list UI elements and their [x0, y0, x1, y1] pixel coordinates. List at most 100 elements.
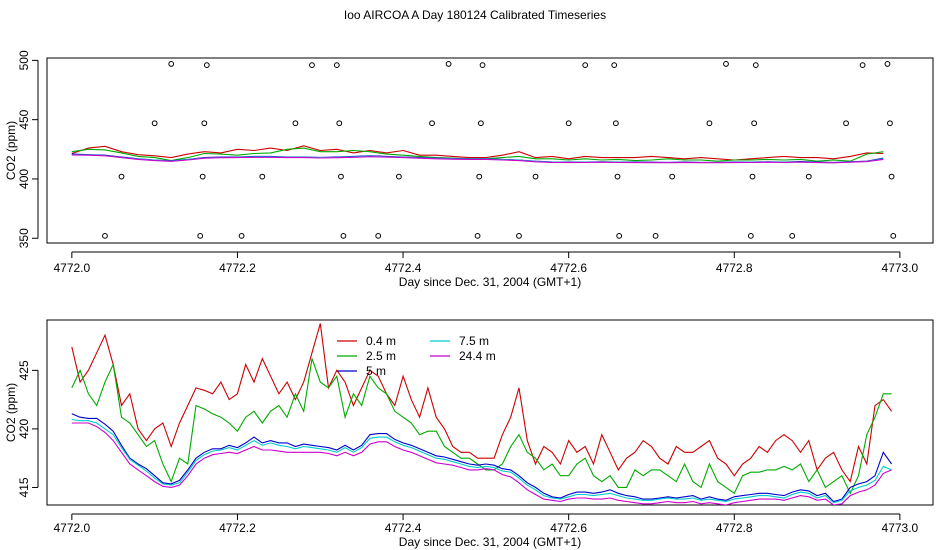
scatter-point — [859, 62, 866, 69]
scatter-point — [201, 120, 208, 127]
scatter-point — [532, 173, 539, 180]
scatter-point — [338, 173, 344, 180]
scatter-point — [616, 232, 623, 239]
x-tick-label: 4772.2 — [219, 521, 256, 535]
x-tick-label: 4772.0 — [53, 261, 90, 275]
scatter-point — [706, 120, 713, 127]
y-axis-label: CO2 (ppm) — [4, 383, 18, 442]
scatter-point — [259, 173, 266, 180]
legend-label: 5 m — [366, 364, 386, 378]
scatter-point — [887, 120, 893, 127]
y-tick-label: 400 — [17, 169, 31, 189]
scatter-point — [118, 173, 125, 180]
scatter-point — [888, 173, 895, 180]
scatter-point — [612, 120, 619, 127]
x-tick-label: 4773.0 — [882, 521, 919, 535]
x-tick-label: 4772.6 — [550, 521, 587, 535]
scatter-point — [805, 173, 812, 180]
series-line-5 — [71, 154, 884, 164]
x-tick-label: 4772.6 — [550, 261, 587, 275]
x-axis-label: Day since Dec. 31, 2004 (GMT+1) — [399, 275, 581, 289]
legend-item: 5 m — [337, 364, 386, 378]
legend-label: 24.4 m — [459, 349, 496, 363]
legend-label: 7.5 m — [459, 334, 489, 348]
scatter-point — [203, 62, 210, 69]
scatter-point — [199, 173, 206, 180]
scatter-point — [890, 232, 897, 239]
y-tick-label: 350 — [17, 228, 31, 248]
legend-label: 2.5 m — [366, 349, 396, 363]
scatter-point — [476, 173, 483, 180]
scatter-point — [309, 62, 315, 69]
scatter-point — [752, 62, 759, 69]
plot-frame — [46, 57, 934, 244]
scatter-point — [340, 232, 347, 239]
y-tick-label: 425 — [17, 360, 31, 380]
x-tick-label: 4772.2 — [219, 261, 256, 275]
scatter-point — [884, 61, 891, 67]
legend-item: 7.5 m — [430, 334, 489, 348]
scatter-point — [375, 232, 382, 239]
legend-item: 0.4 m — [337, 334, 396, 348]
y-tick-label: 450 — [17, 109, 31, 129]
legend: 0.4 m2.5 m5 m 7.5 m24.4 m — [337, 334, 496, 378]
scatter-point — [292, 120, 299, 127]
x-tick-label: 4772.0 — [53, 521, 90, 535]
series-line-5-m — [71, 413, 893, 503]
page-title: Ioo AIRCOA A Day 180124 Calibrated Times… — [343, 8, 607, 22]
y-tick-label: 420 — [17, 419, 31, 439]
x-tick-label: 4772.8 — [716, 261, 753, 275]
scatter-point — [516, 232, 522, 239]
scatter-point — [102, 232, 108, 239]
x-tick-label: 4772.8 — [716, 521, 753, 535]
legend-item: 24.4 m — [430, 349, 496, 363]
scatter-point — [474, 232, 481, 239]
scatter-point — [843, 120, 849, 127]
x-tick-label: 4772.4 — [385, 521, 422, 535]
x-axis-label: Day since Dec. 31, 2004 (GMT+1) — [399, 535, 581, 549]
series-line-1 — [71, 145, 884, 161]
x-tick-label: 4772.4 — [385, 261, 422, 275]
scatter-points — [102, 61, 897, 239]
scatter-point — [477, 120, 484, 127]
y-axis-label: CO2 (ppm) — [4, 121, 18, 180]
series-line-7-5-m — [71, 418, 892, 504]
y-tick-label: 500 — [17, 50, 31, 70]
x-axis: 4772.0 4772.2 4772.4 4772.6 4772.8 4773.0 — [53, 251, 919, 275]
chart-panel-1: 4772.0 4772.2 4772.4 4772.6 4772.8 4773.0 Day … — [4, 50, 934, 289]
scatter-point — [723, 61, 729, 67]
y-axis: 350 400 450 500 — [17, 50, 39, 248]
scatter-point — [747, 232, 754, 239]
scatter-point — [789, 232, 796, 239]
series-line-24-4-m — [71, 422, 892, 505]
scatter-point — [565, 120, 572, 127]
x-axis: 4772.0 4772.2 4772.4 4772.6 4772.8 4773.0 — [53, 513, 919, 535]
scatter-point — [168, 61, 175, 67]
scatter-point — [582, 62, 589, 69]
series-line-2-5-m — [71, 358, 892, 495]
scatter-point — [197, 232, 204, 239]
legend-item: 2.5 m — [337, 349, 396, 363]
legend-label: 0.4 m — [366, 334, 396, 348]
scatter-point — [611, 62, 618, 69]
series-line-0-4-m — [71, 323, 893, 483]
y-tick-label: 415 — [17, 477, 31, 497]
scatter-point — [336, 120, 343, 127]
chart-panel-2: 4772.0 4772.2 4772.4 4772.6 4772.8 4773.0 Day … — [4, 319, 934, 549]
x-tick-label: 4773.0 — [882, 261, 919, 275]
scatter-point — [669, 173, 676, 180]
scatter-point — [238, 232, 245, 239]
scatter-point — [479, 62, 486, 69]
scatter-point — [445, 61, 452, 67]
y-axis: 415 420 425 — [17, 360, 39, 497]
scatter-point — [614, 173, 621, 180]
scatter-point — [333, 62, 340, 69]
scatter-point — [151, 120, 158, 127]
scatter-point — [652, 232, 659, 239]
plot-frame — [46, 319, 934, 506]
scatter-point — [749, 173, 756, 180]
scatter-point — [396, 173, 402, 180]
scatter-point — [429, 120, 435, 127]
series-group — [71, 323, 893, 505]
